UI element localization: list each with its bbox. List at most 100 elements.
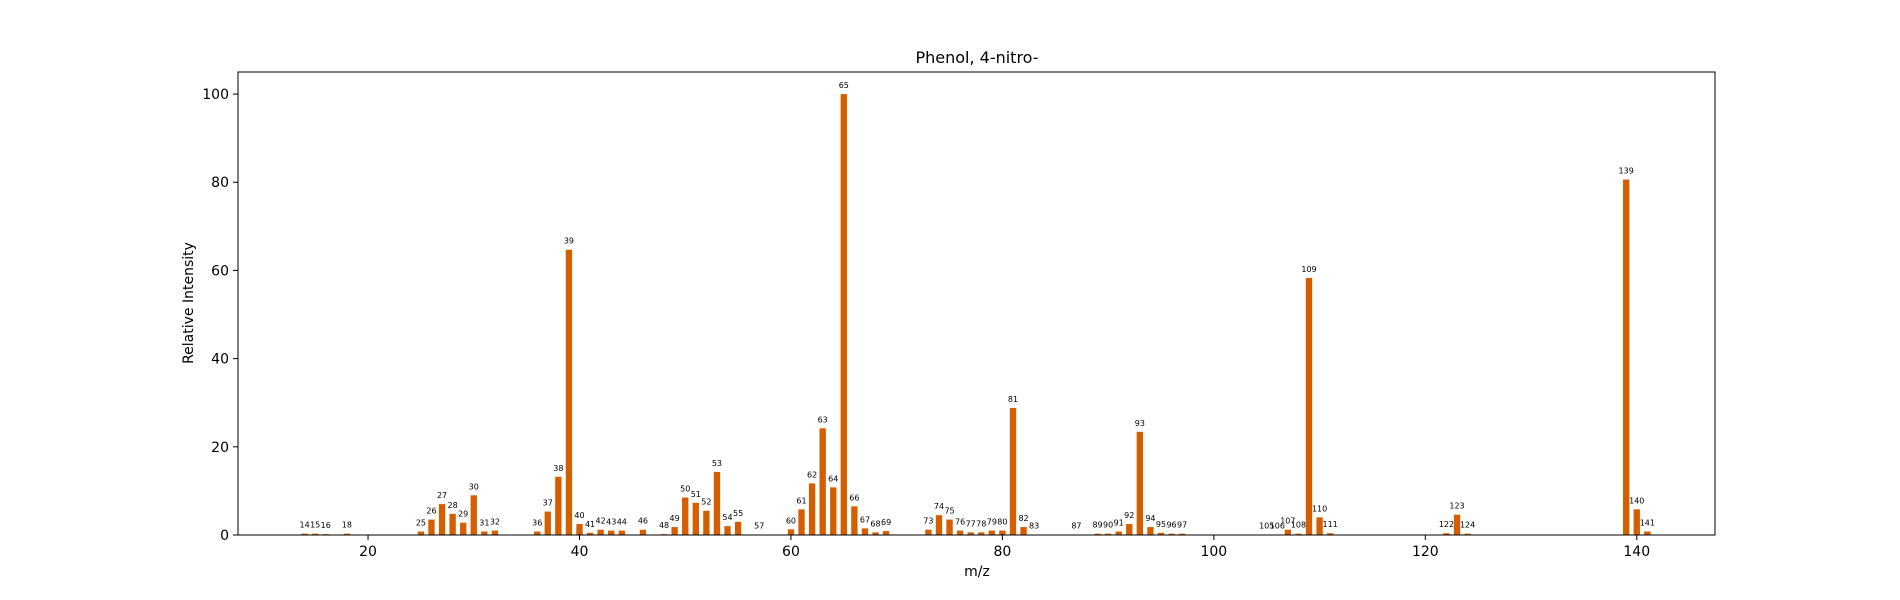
data-label-mz-39: 39 (564, 237, 574, 246)
bar-mz-140 (1633, 509, 1640, 535)
data-label-mz-40: 40 (574, 511, 584, 520)
bar-mz-49 (671, 527, 678, 535)
data-label-mz-49: 49 (670, 514, 680, 523)
data-label-mz-29: 29 (458, 510, 468, 519)
bar-mz-41 (586, 532, 594, 535)
data-label-mz-123: 123 (1449, 502, 1464, 511)
data-label-mz-28: 28 (448, 501, 458, 510)
y-tick-label: 80 (211, 175, 229, 191)
x-tick-label: 20 (359, 544, 377, 560)
data-label-mz-89: 89 (1092, 521, 1102, 530)
data-label-mz-57: 57 (754, 522, 764, 531)
data-label-mz-55: 55 (733, 509, 743, 518)
bar-mz-73 (925, 529, 932, 535)
data-label-mz-38: 38 (553, 464, 563, 473)
data-label-mz-63: 63 (818, 415, 828, 424)
data-label-mz-73: 73 (923, 517, 933, 526)
x-axis-label: m/z (964, 564, 990, 580)
bar-mz-80 (999, 530, 1006, 535)
x-tick-label: 120 (1412, 544, 1439, 560)
data-label-mz-66: 66 (849, 493, 859, 502)
bar-mz-14 (301, 533, 308, 535)
data-label-mz-105: 105 (1259, 522, 1274, 531)
bars-group (301, 94, 1651, 536)
bar-mz-107 (1284, 529, 1292, 535)
bar-mz-94 (1147, 527, 1154, 535)
bar-mz-139 (1623, 179, 1630, 535)
y-tick-label: 20 (211, 440, 229, 456)
bar-mz-51 (692, 502, 699, 535)
data-label-mz-93: 93 (1135, 419, 1145, 428)
bar-mz-95 (1157, 532, 1165, 535)
bar-mz-68 (872, 532, 879, 535)
bar-mz-15 (312, 533, 319, 535)
data-label-mz-30: 30 (469, 482, 479, 491)
bar-mz-18 (343, 533, 351, 535)
data-label-mz-53: 53 (712, 459, 722, 468)
bar-mz-40 (576, 523, 583, 535)
data-label-mz-46: 46 (638, 517, 648, 526)
data-label-mz-51: 51 (691, 490, 701, 499)
data-label-mz-48: 48 (659, 521, 669, 530)
bar-mz-52 (703, 510, 710, 535)
x-tick-label: 40 (571, 544, 589, 560)
data-label-mz-83: 83 (1029, 522, 1039, 531)
data-label-mz-80: 80 (997, 518, 1007, 527)
data-label-mz-79: 79 (987, 518, 997, 527)
data-label-mz-82: 82 (1018, 514, 1028, 523)
data-label-mz-109: 109 (1301, 265, 1316, 274)
data-label-mz-44: 44 (617, 518, 627, 527)
x-tick-label: 100 (1200, 544, 1227, 560)
data-label-mz-54: 54 (722, 513, 732, 522)
data-label-mz-50: 50 (680, 485, 690, 494)
data-label-mz-74: 74 (934, 502, 944, 511)
bar-mz-93 (1136, 431, 1144, 535)
bar-mz-27 (438, 504, 446, 535)
bar-mz-66 (851, 506, 858, 535)
y-axis-label: Relative Intensity (181, 242, 197, 364)
data-label-mz-95: 95 (1156, 520, 1166, 529)
bar-mz-63 (819, 428, 826, 535)
data-label-mz-15: 15 (310, 521, 320, 530)
bar-mz-67 (861, 528, 869, 535)
data-label-mz-91: 91 (1114, 518, 1124, 527)
data-label-mz-140: 140 (1629, 496, 1644, 505)
bar-mz-53 (713, 471, 721, 535)
data-label-mz-43: 43 (606, 518, 616, 527)
bar-mz-43 (608, 530, 615, 535)
bar-mz-91 (1115, 531, 1122, 535)
data-label-mz-124: 124 (1460, 521, 1475, 530)
data-label-mz-18: 18 (342, 521, 352, 530)
data-label-mz-32: 32 (490, 518, 500, 527)
bar-mz-96 (1168, 533, 1175, 535)
data-label-mz-94: 94 (1145, 514, 1155, 523)
data-label-mz-68: 68 (870, 519, 880, 528)
bar-mz-111 (1326, 533, 1334, 535)
data-label-mz-62: 62 (807, 470, 817, 479)
data-label-mz-76: 76 (955, 518, 965, 527)
bar-mz-89 (1094, 533, 1101, 535)
bar-mz-123 (1453, 514, 1461, 535)
data-label-mz-110: 110 (1312, 504, 1327, 513)
data-label-mz-107: 107 (1280, 517, 1295, 526)
chart-title: Phenol, 4-nitro- (915, 48, 1038, 67)
data-label-mz-111: 111 (1323, 520, 1338, 529)
data-label-mz-108: 108 (1291, 521, 1306, 530)
bar-mz-75 (946, 519, 953, 535)
data-label-mz-25: 25 (416, 518, 426, 527)
data-label-mz-61: 61 (796, 496, 806, 505)
bar-mz-46 (639, 529, 647, 535)
bar-mz-69 (882, 531, 890, 535)
bar-mz-110 (1316, 517, 1323, 535)
data-label-mz-87: 87 (1071, 522, 1081, 531)
bar-mz-31 (481, 531, 488, 535)
data-label-mz-65: 65 (839, 81, 849, 90)
data-label-mz-92: 92 (1124, 511, 1134, 520)
bar-mz-78 (978, 532, 985, 535)
bar-mz-54 (724, 526, 731, 535)
bar-mz-97 (1178, 533, 1186, 535)
bar-mz-62 (808, 483, 816, 535)
y-tick-label: 40 (211, 352, 229, 368)
